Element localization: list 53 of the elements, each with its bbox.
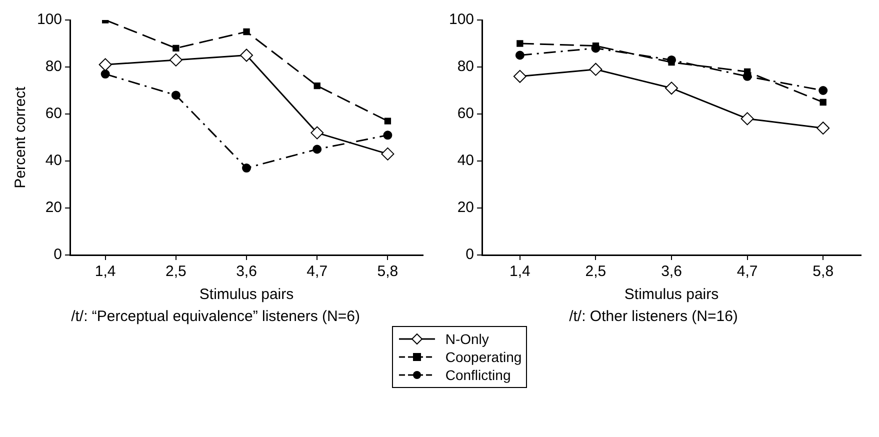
legend-label: Cooperating [445, 349, 522, 365]
point [240, 48, 254, 62]
point [515, 50, 524, 60]
y-tick-label: 60 [457, 105, 474, 122]
y-tick-label: 100 [448, 11, 474, 28]
y-tick-label: 0 [466, 246, 474, 264]
point [816, 122, 830, 135]
x-tick-label: 2,5 [165, 263, 186, 280]
point [100, 70, 110, 79]
y-axis-title: Percent correct [12, 86, 30, 188]
x-tick-label: 4,7 [736, 263, 758, 280]
point [169, 53, 182, 66]
point [818, 86, 828, 95]
point [740, 112, 754, 126]
point [381, 147, 394, 160]
point [384, 118, 392, 124]
x-tick-label: 1,4 [509, 263, 530, 280]
point [243, 28, 250, 36]
point [820, 98, 826, 106]
x-tick-label: 5,8 [377, 263, 398, 280]
x-tick-label: 2,5 [585, 263, 606, 280]
y-tick-label: 0 [54, 246, 62, 264]
y-tick-label: 20 [457, 199, 474, 216]
x-tick-label: 3,6 [661, 263, 682, 280]
y-tick-label: 40 [457, 152, 474, 170]
y-tick-label: 80 [457, 58, 474, 76]
y-tick-label: 100 [36, 11, 62, 28]
y-tick-label: 80 [45, 58, 62, 76]
point [314, 82, 320, 90]
point [310, 126, 324, 140]
point [171, 90, 180, 100]
x-tick-label: 5,8 [812, 263, 834, 280]
x-axis-title: Stimulus pairs [624, 286, 719, 304]
point [242, 164, 252, 173]
x-tick-label: 4,7 [306, 263, 328, 280]
point [98, 58, 112, 72]
point [589, 62, 602, 76]
text: /t/: “Perceptual equivalence” listeners (N=6) [71, 308, 360, 326]
x-axis-title: Stimulus pairs [199, 286, 294, 304]
y-tick-label: 60 [45, 105, 62, 122]
x-tick-label: 3,6 [236, 263, 257, 280]
point [383, 130, 392, 140]
y-tick-label: 20 [45, 199, 62, 216]
point [312, 144, 322, 154]
y-tick-label: 40 [45, 152, 62, 170]
legend-label: Conflicting [445, 367, 511, 383]
point [172, 44, 180, 52]
x-tick-label: 1,4 [94, 263, 116, 280]
point [665, 82, 678, 95]
point [516, 40, 524, 47]
point [513, 70, 526, 83]
text: /t/: Other listeners (N=16) [569, 308, 738, 326]
legend-label: N-Only [445, 331, 489, 347]
